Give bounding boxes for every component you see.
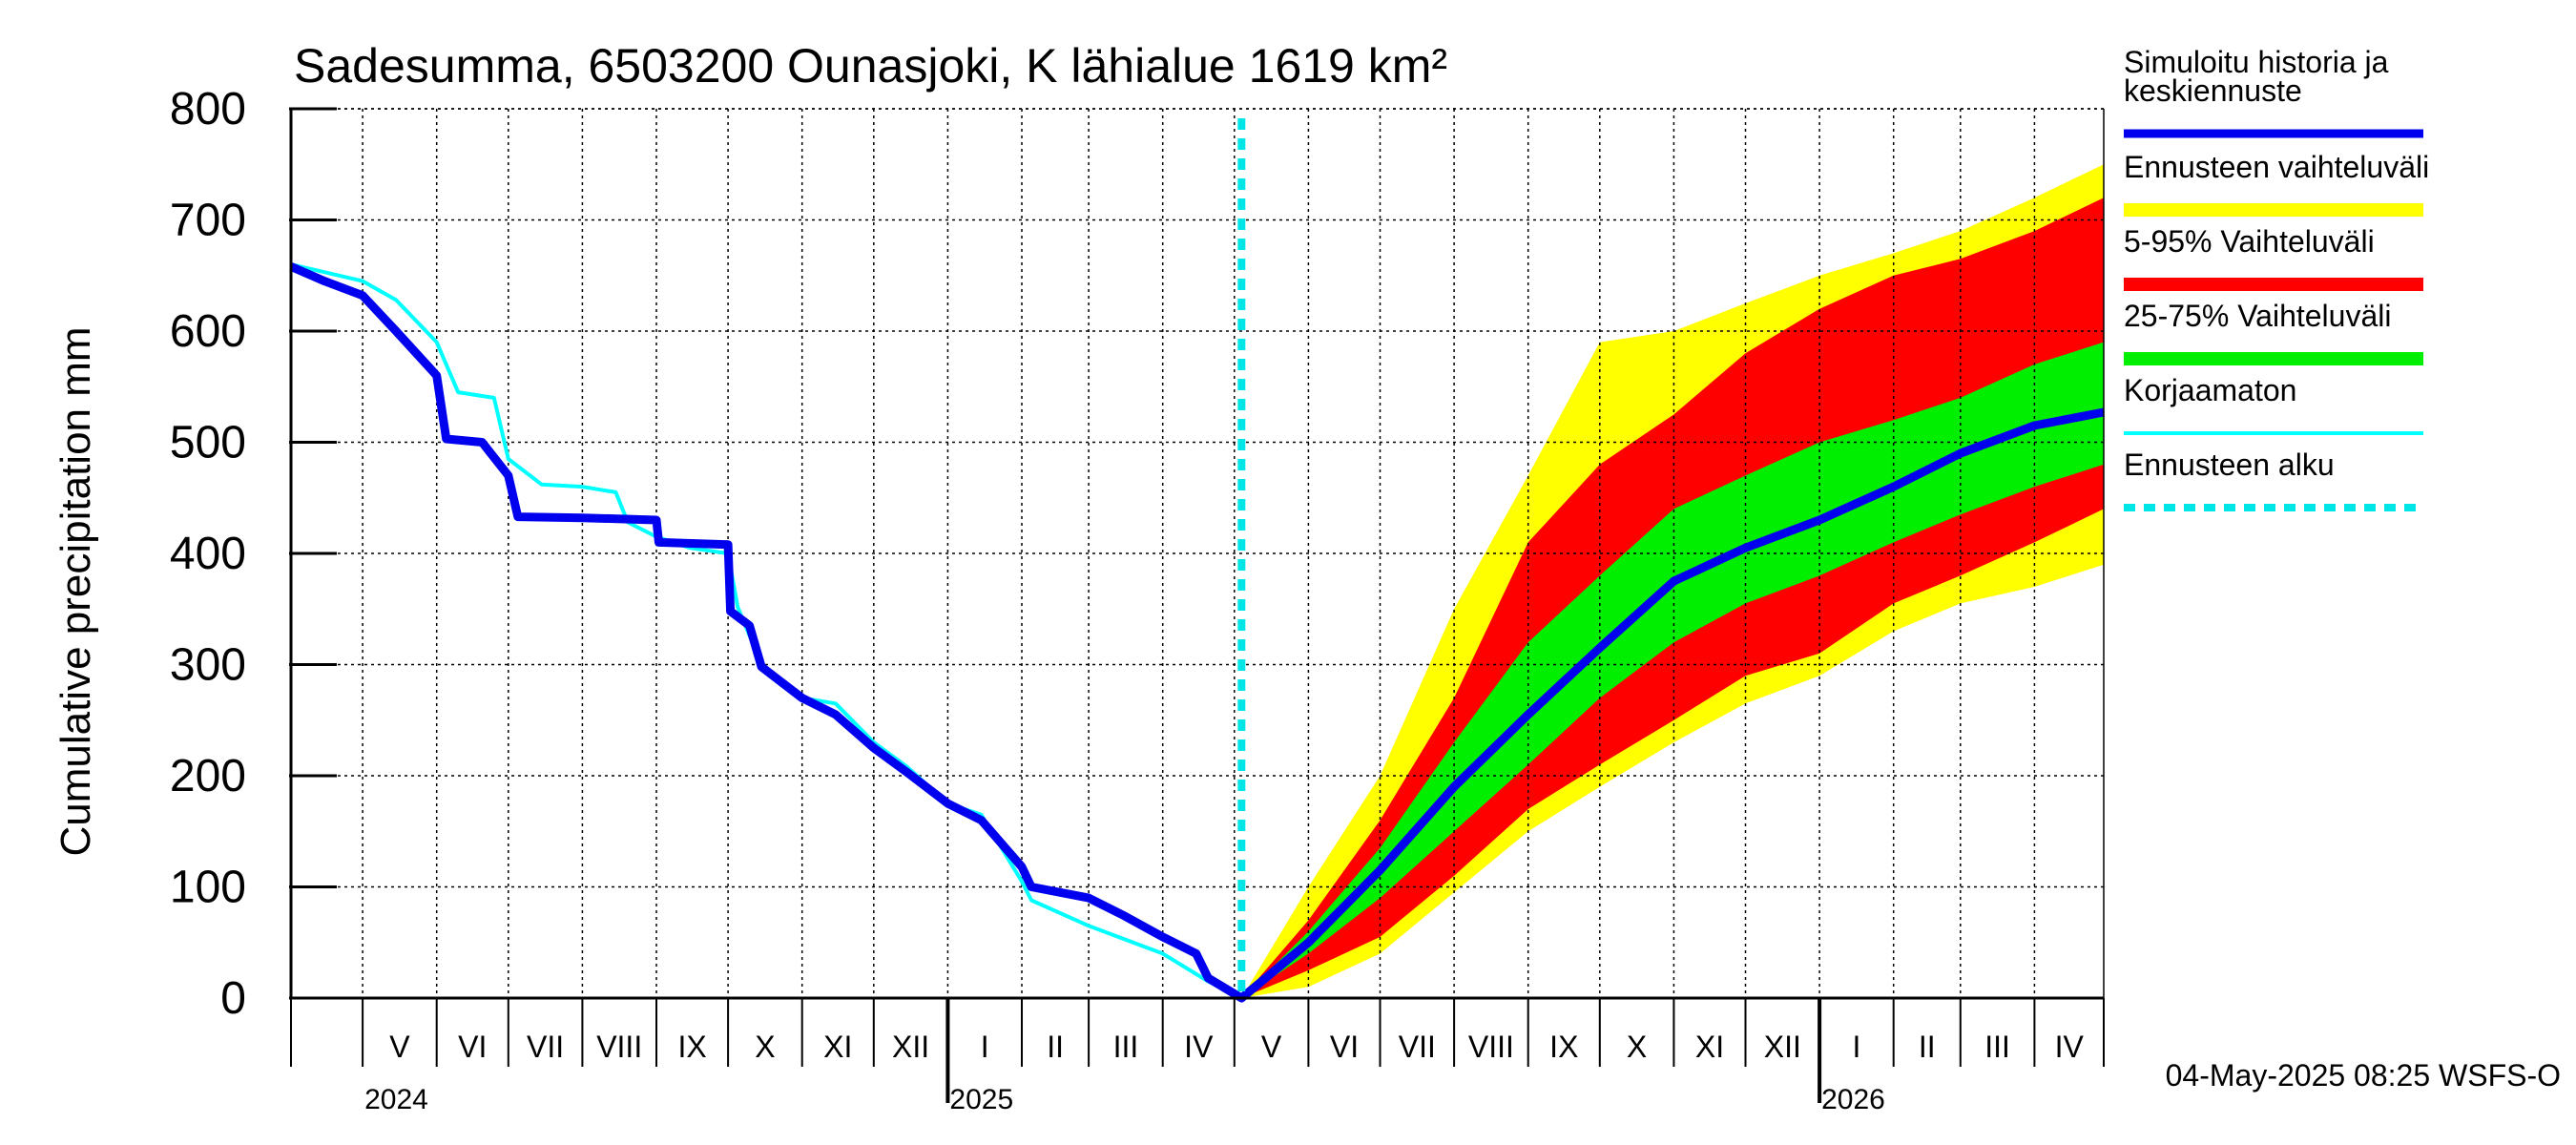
series-lines [289,262,2105,1003]
year-label-1: 2025 [949,1084,1013,1115]
month-label-2: VII [527,1030,564,1064]
legend-label-1: Ennusteen vaihteluväli [2124,150,2429,184]
axes [289,108,2105,1000]
chart-title: Sadesumma, 6503200 Ounasjoki, K lähialue… [294,39,1447,93]
y-tick-label-0: 0 [220,973,246,1024]
year-label-0: 2024 [364,1084,428,1115]
legend-label-4: Korjaamaton [2124,373,2296,407]
x-axis-months: V VI VII VIII IX X XI XII I II III IV V VI VII VIII IX X X… [290,998,2105,1115]
y-tick-label-2: 200 [170,751,246,802]
band-2 [1241,342,2104,999]
month-label-23: IV [2055,1030,2085,1064]
month-label-10: III [1113,1030,1139,1064]
month-label-18: XI [1695,1030,1724,1064]
month-label-22: III [1984,1030,2010,1064]
year-label-2: 2026 [1821,1084,1885,1115]
month-label-16: IX [1549,1030,1578,1064]
month-label-14: VII [1399,1030,1436,1064]
grid-lines [291,108,2104,998]
month-label-0: V [389,1030,410,1064]
month-label-11: IV [1184,1030,1214,1064]
month-label-20: I [1852,1030,1860,1064]
month-label-4: IX [677,1030,706,1064]
month-label-21: II [1919,1030,1936,1064]
y-tick-label-3: 300 [170,640,246,691]
y-tick-label-1: 100 [170,863,246,913]
month-label-17: X [1627,1030,1647,1064]
month-label-19: XII [1764,1030,1801,1064]
month-label-6: XI [823,1030,852,1064]
y-tick-label-5: 500 [170,418,246,468]
footer-timestamp: 04-May-2025 08:25 WSFS-O [2166,1058,2561,1093]
y-tick-label-7: 700 [170,196,246,246]
y-tick-label-6: 600 [170,306,246,357]
y-tick-label-4: 400 [170,529,246,579]
y-axis-label: Cumulative precipitation mm [52,326,99,856]
legend-label-3: 25-75% Vaihteluväli [2124,299,2391,333]
month-label-8: I [981,1030,989,1064]
series-line-0 [289,262,2105,1003]
month-label-9: II [1047,1030,1064,1064]
y-tick-label-8: 800 [170,84,246,135]
month-label-3: VIII [596,1030,642,1064]
legend-label-0-1: keskiennuste [2124,73,2302,108]
month-label-15: VIII [1468,1030,1514,1064]
legend-label-2: 5-95% Vaihteluväli [2124,224,2375,259]
month-label-13: VI [1330,1030,1359,1064]
y-tick-labels: 0 100 200 300 400 500 600 700 800 [170,84,337,1024]
month-label-7: XII [892,1030,929,1064]
month-label-5: X [755,1030,775,1064]
month-label-12: V [1261,1030,1282,1064]
legend-label-0: Simuloitu historia ja [2124,45,2389,79]
month-label-1: VI [458,1030,487,1064]
legend-label-5: Ennusteen alku [2124,448,2335,482]
